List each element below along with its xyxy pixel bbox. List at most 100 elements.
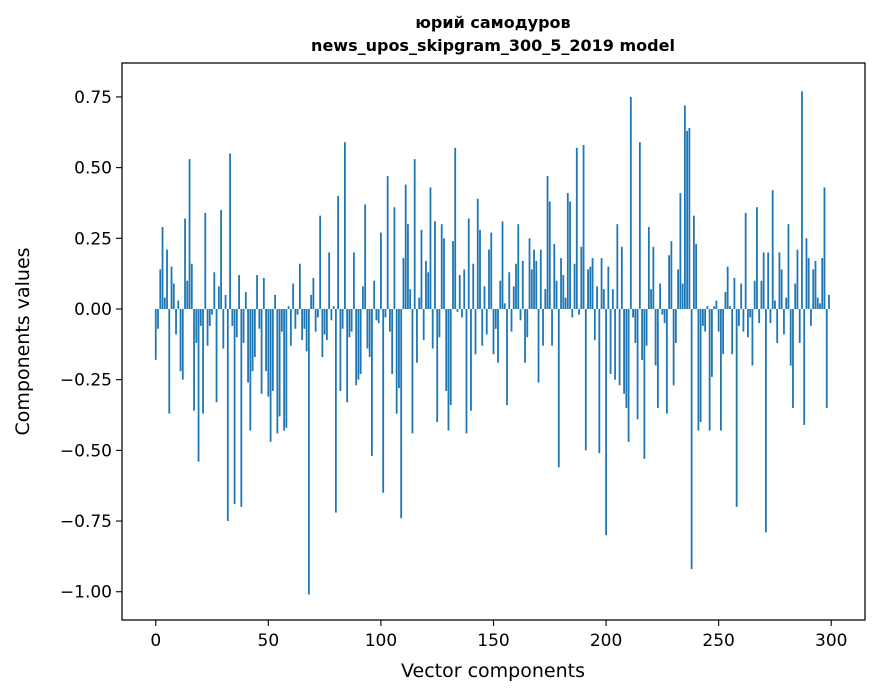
bar xyxy=(749,308,752,318)
bar xyxy=(557,308,560,468)
bar xyxy=(163,297,166,309)
bar xyxy=(828,294,830,309)
bar xyxy=(427,272,430,309)
bar xyxy=(690,308,693,570)
bar xyxy=(747,308,749,338)
bar xyxy=(204,212,207,309)
bar xyxy=(161,226,164,309)
bar xyxy=(607,266,610,309)
bar xyxy=(720,308,722,431)
bar xyxy=(362,286,364,309)
bar xyxy=(778,252,781,309)
bar xyxy=(344,142,346,309)
bar xyxy=(188,159,191,309)
bar xyxy=(202,308,204,414)
bar xyxy=(544,289,547,309)
bar xyxy=(238,275,240,309)
bar xyxy=(726,266,729,309)
bar xyxy=(357,308,360,380)
bar xyxy=(695,243,698,309)
bar xyxy=(731,308,734,355)
bar xyxy=(551,308,553,346)
bar xyxy=(756,207,758,309)
bar xyxy=(679,193,682,309)
bar xyxy=(765,308,767,533)
bar xyxy=(316,308,319,318)
bar xyxy=(632,308,634,318)
bar xyxy=(499,280,502,309)
bar xyxy=(253,308,256,358)
bar xyxy=(733,277,736,309)
y-axis-ticks: 0.75 0.50 0.25 0.00 −0.25 −0.50 −0.75 −1.00 xyxy=(60,88,122,603)
bar xyxy=(452,241,454,309)
bar xyxy=(519,308,522,321)
bar xyxy=(517,224,520,309)
bar xyxy=(816,297,819,309)
bar xyxy=(181,308,184,380)
bar xyxy=(807,258,810,309)
bar xyxy=(814,260,817,309)
bar xyxy=(526,308,529,338)
bar xyxy=(715,300,718,309)
bar xyxy=(825,308,828,408)
x-axis-label: Vector components xyxy=(401,660,585,682)
bar xyxy=(625,308,628,408)
bar xyxy=(769,308,772,324)
bar xyxy=(465,308,468,434)
bar xyxy=(186,280,189,309)
y-tick-label: 0.00 xyxy=(74,300,112,320)
bar xyxy=(231,308,234,326)
bar xyxy=(463,269,466,309)
bar xyxy=(638,142,641,309)
x-tick-label: 50 xyxy=(258,631,280,651)
plot-frame xyxy=(121,62,866,621)
bar xyxy=(598,308,601,454)
bar xyxy=(620,246,623,309)
bar xyxy=(692,215,695,309)
bar xyxy=(812,269,815,309)
bar xyxy=(179,308,182,372)
bar xyxy=(449,308,452,406)
bar xyxy=(330,308,333,321)
bar xyxy=(555,280,558,309)
bar xyxy=(686,130,689,309)
bar xyxy=(780,269,783,309)
bar xyxy=(364,204,367,309)
bar xyxy=(535,260,538,309)
bar xyxy=(674,308,677,343)
bar xyxy=(515,263,517,309)
bar xyxy=(348,308,351,338)
bar xyxy=(668,255,671,309)
bar xyxy=(456,308,459,312)
bar xyxy=(366,308,369,349)
bar xyxy=(654,308,657,366)
bar xyxy=(170,266,173,309)
bar xyxy=(229,153,231,309)
bar xyxy=(643,308,646,459)
bar xyxy=(341,308,344,329)
bar xyxy=(647,226,650,309)
bar xyxy=(580,246,583,309)
bar xyxy=(616,224,619,309)
bar xyxy=(521,260,524,309)
bar xyxy=(740,283,743,309)
bar xyxy=(233,308,236,505)
x-tick-label: 200 xyxy=(590,631,622,651)
bar xyxy=(458,275,461,309)
bar xyxy=(190,263,193,309)
bar xyxy=(265,308,267,372)
bar xyxy=(312,277,315,309)
bar xyxy=(470,308,472,411)
bar xyxy=(600,258,603,309)
bar xyxy=(296,308,299,315)
bar xyxy=(215,308,218,403)
bar xyxy=(609,308,612,375)
bar xyxy=(413,159,416,309)
bar xyxy=(298,263,301,309)
bar xyxy=(334,308,337,513)
bar xyxy=(418,297,421,309)
bar xyxy=(623,308,625,394)
bar xyxy=(258,308,261,329)
bar xyxy=(159,269,162,309)
bar xyxy=(670,241,673,309)
